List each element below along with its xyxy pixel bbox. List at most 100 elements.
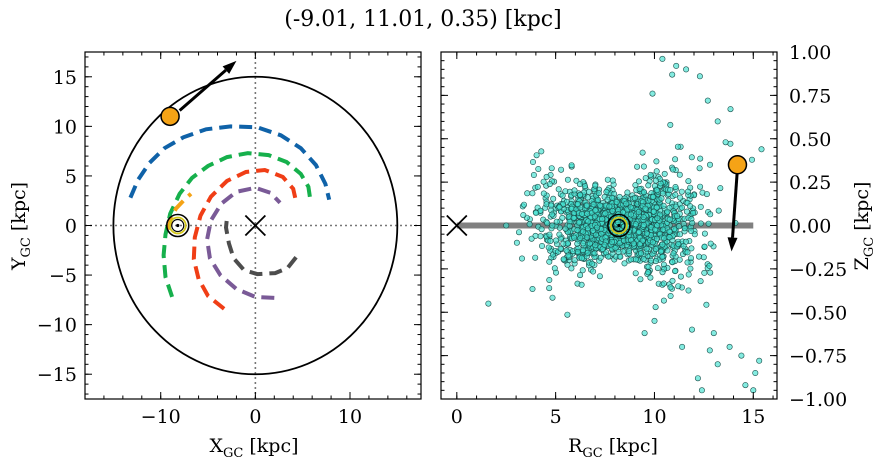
star-point <box>503 222 510 229</box>
star-point <box>727 106 734 113</box>
star-point <box>714 361 721 368</box>
star-point <box>628 211 635 218</box>
star-point <box>681 225 688 232</box>
star-point <box>696 165 703 172</box>
star-point <box>627 204 634 211</box>
rz-ytick-label: −0.50 <box>789 302 847 324</box>
xy-panel: −10 0 10 −15 −10 −5 0 5 10 15 XGC [kpc] YGC [kpc] <box>8 51 422 461</box>
star-point <box>688 326 695 333</box>
star-point <box>640 189 647 196</box>
star-point <box>697 220 704 227</box>
star-point <box>545 244 552 251</box>
star-point <box>671 226 678 233</box>
star-point <box>672 156 679 163</box>
star-point <box>685 178 692 185</box>
rz-ytick-label: 1.00 <box>789 42 831 64</box>
star-point <box>518 255 525 262</box>
star-point <box>697 278 704 285</box>
star-point <box>748 156 755 163</box>
star-point <box>664 208 671 215</box>
star-point <box>591 250 598 257</box>
star-point <box>635 208 642 215</box>
star-point <box>641 330 648 337</box>
disk-edge-circle <box>112 75 399 376</box>
star-point <box>547 238 554 245</box>
star-point <box>678 188 685 195</box>
star-point <box>558 166 565 173</box>
rz-xtick-label: 0 <box>451 406 463 428</box>
star-point <box>537 233 544 240</box>
xy-xtick-label: 0 <box>249 406 261 428</box>
star-point <box>636 186 643 193</box>
star-point <box>696 73 703 80</box>
star-point <box>630 240 637 247</box>
star-point <box>675 223 682 230</box>
star-point <box>578 255 585 262</box>
spiral-arm-3 <box>191 167 299 311</box>
star-point <box>515 229 522 236</box>
xy-xtick-label: 10 <box>338 406 362 428</box>
star-point <box>684 249 691 256</box>
star-point <box>666 234 673 241</box>
star-point <box>659 241 666 248</box>
xy-ytick-label: 15 <box>53 67 77 89</box>
star-point <box>632 256 639 263</box>
star-point <box>625 248 632 255</box>
star-point <box>697 155 704 162</box>
star-point <box>557 245 564 252</box>
star-point <box>649 193 656 200</box>
star-point <box>556 204 563 211</box>
star-point <box>612 245 619 252</box>
star-point <box>652 258 659 265</box>
star-point <box>546 181 553 188</box>
star-point <box>650 208 657 215</box>
star-point <box>722 139 729 146</box>
z-axis-label: ZGC [kpc] <box>851 182 877 271</box>
star-point <box>553 218 560 225</box>
star-point <box>571 234 578 241</box>
star-point <box>653 158 660 165</box>
xy-ytick-label: −10 <box>37 315 77 337</box>
star-point <box>592 242 599 249</box>
star-point <box>653 235 660 242</box>
star-point <box>548 202 555 209</box>
object-marker <box>160 106 180 127</box>
rz-ytick-label: 0.00 <box>789 216 831 238</box>
rz-xtick-label: 15 <box>741 406 765 428</box>
star-point <box>559 214 566 221</box>
star-point <box>583 234 590 241</box>
star-point <box>640 255 647 262</box>
star-point <box>602 210 609 217</box>
star-point <box>652 246 659 253</box>
star-point <box>642 205 649 212</box>
star-point <box>647 274 654 281</box>
star-point <box>675 283 682 290</box>
star-point <box>687 203 694 210</box>
velocity-arrow-rz-shaft <box>731 168 739 238</box>
star-point <box>697 203 704 210</box>
galactic-center-marker-b <box>244 214 267 237</box>
star-point <box>591 213 598 220</box>
star-point <box>704 97 711 104</box>
star-point <box>579 210 586 217</box>
star-point <box>634 163 641 170</box>
star-point <box>687 255 694 262</box>
star-point <box>586 240 593 247</box>
star-point <box>627 256 634 263</box>
star-point <box>543 173 550 180</box>
star-point <box>674 143 681 150</box>
star-point <box>698 387 705 394</box>
star-point <box>524 190 531 197</box>
star-point <box>570 214 577 221</box>
star-point <box>658 195 665 202</box>
star-point <box>683 66 690 73</box>
star-point <box>706 161 713 168</box>
star-point <box>530 172 537 179</box>
star-point <box>549 211 556 218</box>
star-point <box>703 191 710 198</box>
star-point <box>660 226 667 233</box>
star-point <box>596 273 603 280</box>
star-point <box>520 212 527 219</box>
star-point <box>673 62 680 69</box>
star-point <box>707 269 714 276</box>
